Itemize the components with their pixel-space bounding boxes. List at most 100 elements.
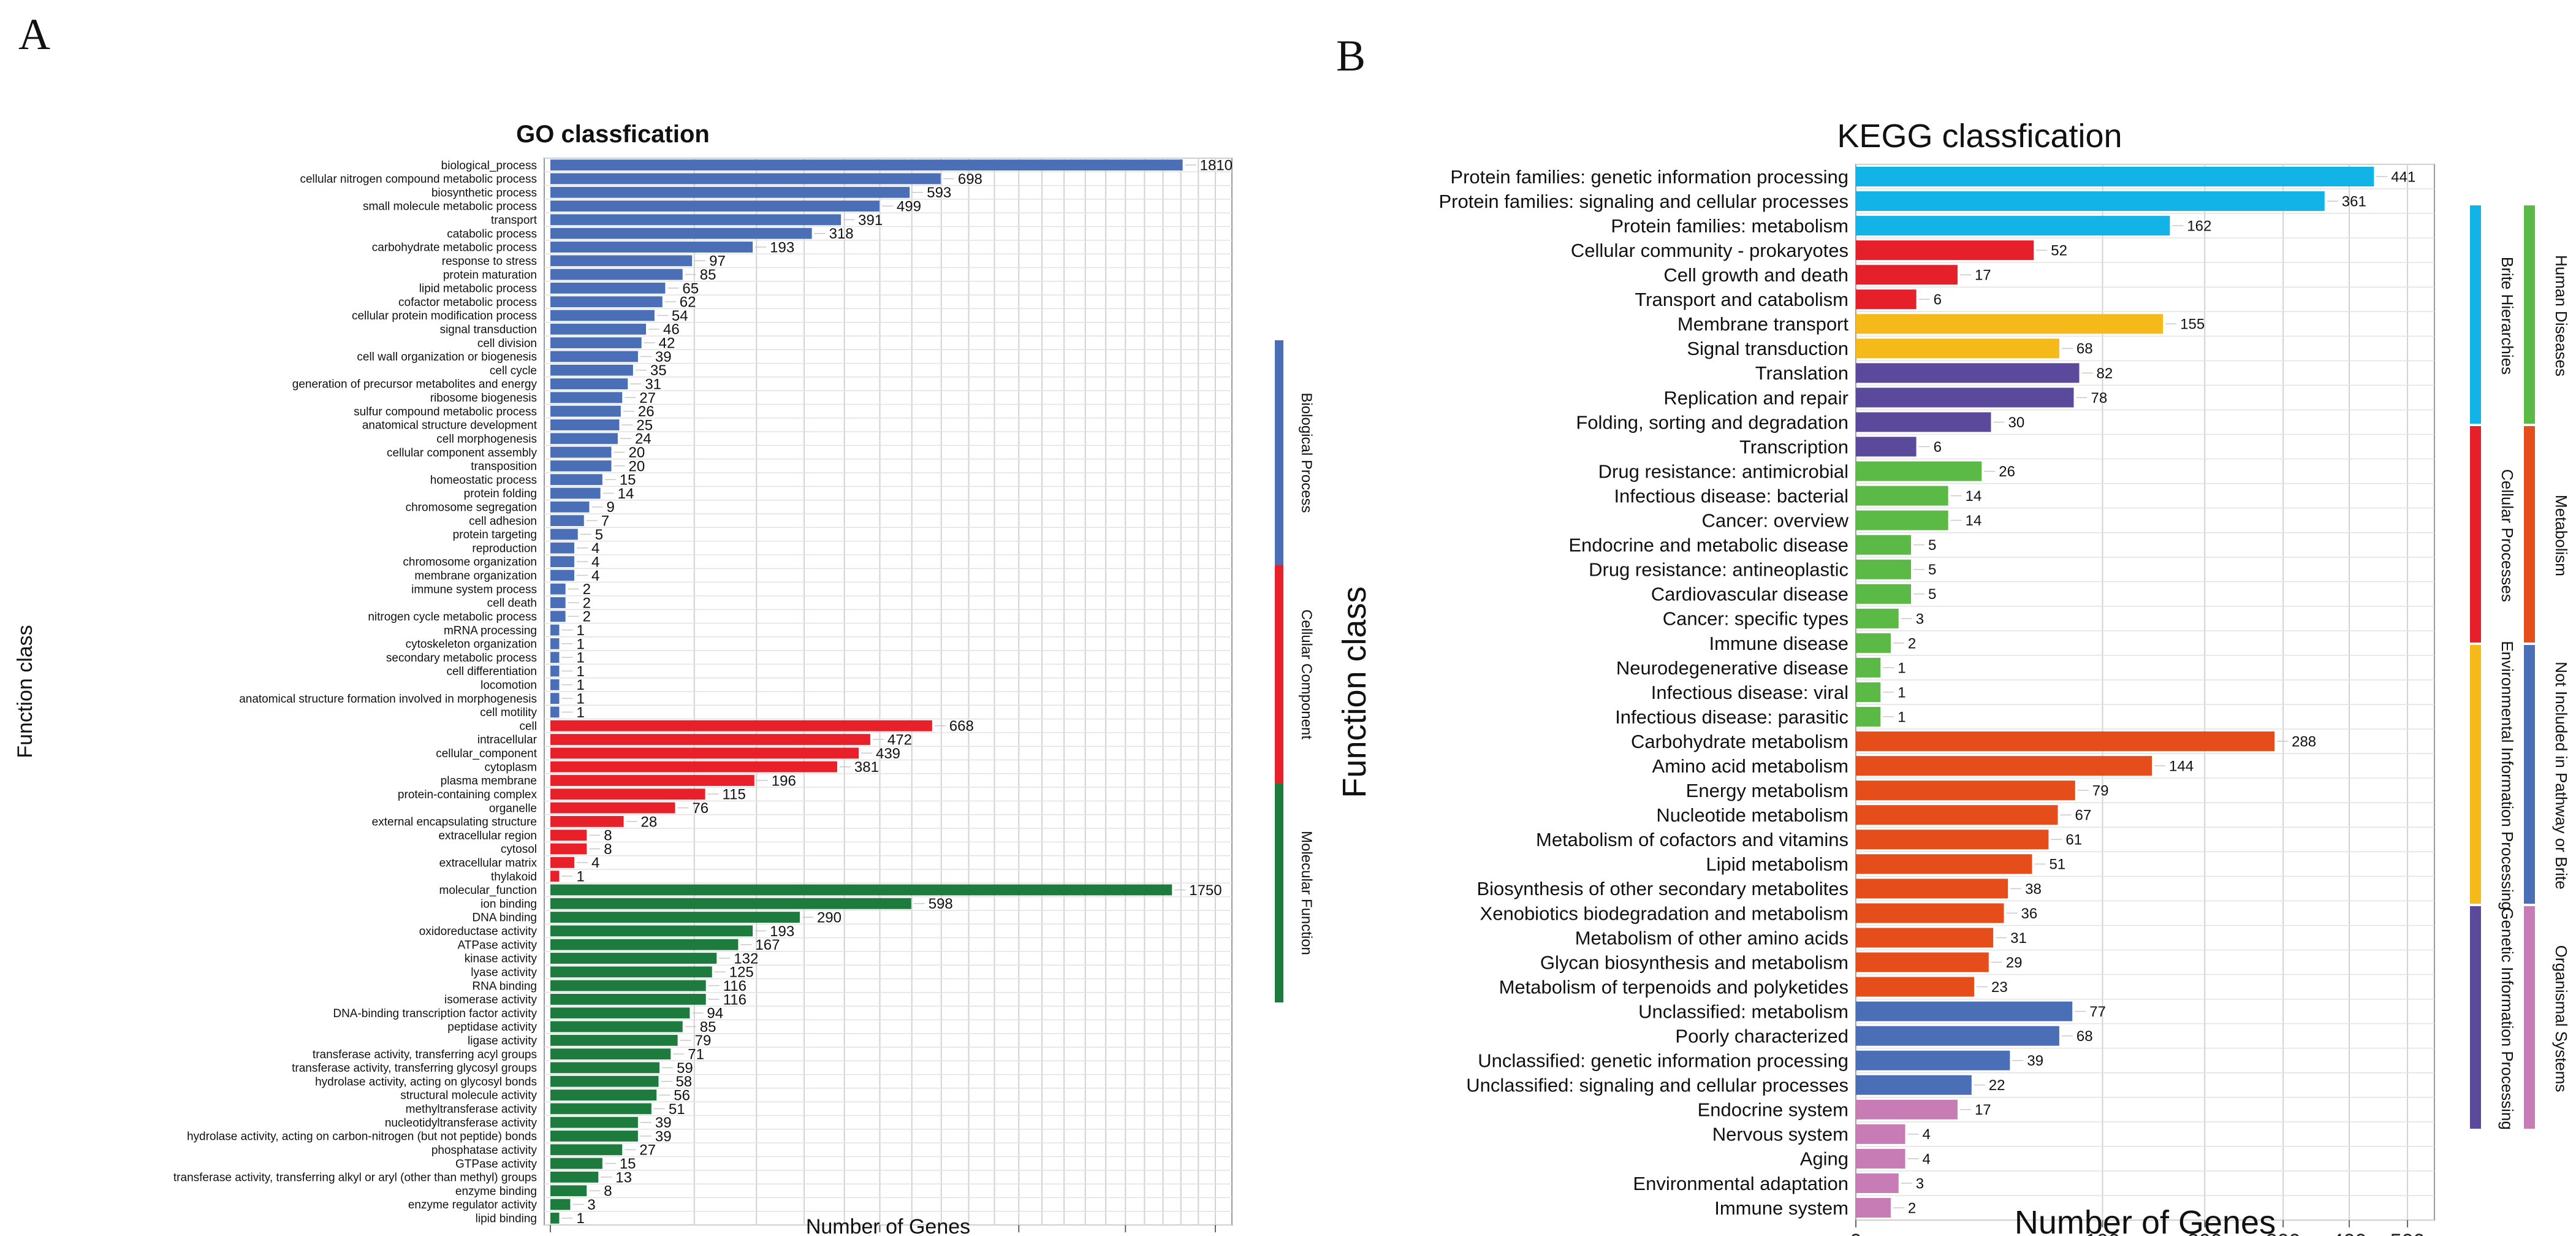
group-legend-bar bbox=[2470, 426, 2481, 643]
category-label: plasma membrane bbox=[441, 775, 537, 788]
bar bbox=[550, 269, 683, 280]
bar bbox=[550, 474, 602, 486]
bar bbox=[550, 364, 633, 376]
bar bbox=[550, 720, 932, 731]
x-tick-label: 1500 bbox=[1109, 1234, 1142, 1236]
category-label: ion binding bbox=[481, 898, 537, 910]
group-legend-label: Cellular Component bbox=[1298, 609, 1315, 739]
value-label: 77 bbox=[2089, 1004, 2106, 1020]
category-label: thylakoid bbox=[491, 871, 537, 883]
category-label: reproduction bbox=[472, 542, 537, 555]
category-label: immune system process bbox=[411, 583, 537, 596]
category-label: response to stress bbox=[442, 255, 537, 268]
bar bbox=[1856, 1173, 1899, 1193]
value-label: 38 bbox=[2025, 881, 2042, 898]
value-label: 1 bbox=[576, 636, 584, 652]
value-label: 5 bbox=[1928, 537, 1936, 554]
bar bbox=[1856, 1026, 2059, 1046]
value-label: 4 bbox=[591, 855, 599, 871]
value-label: 39 bbox=[655, 1115, 672, 1131]
category-label: Endocrine system bbox=[1698, 1099, 1848, 1121]
bar bbox=[550, 515, 584, 527]
bar bbox=[550, 775, 754, 786]
bar bbox=[550, 1199, 571, 1210]
value-label: 1 bbox=[576, 650, 584, 666]
value-label: 1 bbox=[576, 622, 584, 639]
category-label: Drug resistance: antineoplastic bbox=[1589, 559, 1848, 581]
category-label: catabolic process bbox=[447, 227, 537, 240]
bar bbox=[550, 542, 574, 554]
value-label: 85 bbox=[700, 267, 716, 283]
bar bbox=[550, 227, 812, 239]
value-label: 39 bbox=[2027, 1053, 2043, 1069]
category-label: Nucleotide metabolism bbox=[1656, 804, 1848, 826]
bar bbox=[550, 856, 574, 868]
value-label: 17 bbox=[1975, 1102, 1991, 1118]
value-label: 593 bbox=[927, 185, 951, 201]
category-label: cell bbox=[519, 720, 537, 733]
category-label: enzyme binding bbox=[455, 1185, 537, 1198]
value-label: 4 bbox=[1923, 1126, 1931, 1143]
category-label: biosynthetic process bbox=[431, 186, 537, 199]
value-label: 9 bbox=[606, 499, 614, 516]
bar bbox=[550, 1034, 678, 1046]
value-label: 391 bbox=[858, 212, 883, 229]
category-label: chromosome organization bbox=[403, 556, 537, 569]
bar bbox=[550, 1212, 560, 1224]
bar bbox=[550, 214, 842, 226]
category-label: mRNA processing bbox=[444, 624, 537, 637]
value-label: 4 bbox=[1923, 1151, 1931, 1167]
category-label: Unclassified: signaling and cellular pro… bbox=[1466, 1075, 1848, 1096]
value-label: 29 bbox=[2006, 955, 2023, 971]
group-legend-bar bbox=[1275, 565, 1283, 784]
bar bbox=[1856, 437, 1917, 457]
category-label: anatomical structure development bbox=[362, 419, 538, 432]
value-label: 25 bbox=[636, 417, 653, 433]
bar bbox=[1856, 780, 2075, 801]
value-label: 4 bbox=[591, 568, 599, 584]
value-label: 288 bbox=[2292, 733, 2316, 750]
x-axis-label: Number of Genes bbox=[2015, 1204, 2276, 1236]
category-label: cytoplasm bbox=[484, 761, 537, 774]
bar bbox=[1856, 314, 2164, 334]
bar bbox=[1856, 167, 2374, 187]
value-label: 1810 bbox=[1200, 158, 1233, 174]
group-legend-label: Organismal Systems bbox=[2552, 945, 2570, 1093]
bar bbox=[550, 1116, 638, 1128]
value-label: 68 bbox=[2076, 1028, 2093, 1045]
x-tick-label: 0 bbox=[546, 1234, 554, 1236]
bar bbox=[1856, 535, 1912, 555]
category-label: Carbohydrate metabolism bbox=[1631, 731, 1848, 752]
bar bbox=[550, 898, 911, 909]
category-label: peptidase activity bbox=[447, 1021, 537, 1034]
category-label: Glycan biosynthesis and metabolism bbox=[1540, 952, 1848, 973]
value-label: 30 bbox=[2008, 414, 2024, 431]
bar bbox=[550, 1007, 690, 1019]
bar bbox=[1856, 977, 1975, 997]
value-label: 116 bbox=[723, 978, 747, 994]
bar bbox=[550, 994, 706, 1005]
bar bbox=[550, 624, 560, 636]
x-tick-label: 0 bbox=[1850, 1230, 1862, 1236]
category-label: carbohydrate metabolic process bbox=[372, 242, 537, 254]
value-label: 76 bbox=[692, 800, 709, 817]
value-label: 78 bbox=[2091, 390, 2107, 406]
category-label: small molecule metabolic process bbox=[363, 200, 537, 213]
value-label: 71 bbox=[688, 1047, 704, 1063]
bar bbox=[1856, 830, 2049, 850]
category-label: Metabolism of cofactors and vitamins bbox=[1536, 829, 1848, 850]
category-label: Poorly characterized bbox=[1675, 1026, 1848, 1047]
category-label: structural molecule activity bbox=[400, 1089, 537, 1102]
x-tick-label: 500 bbox=[2390, 1230, 2425, 1236]
value-label: 24 bbox=[635, 431, 652, 448]
value-label: 1 bbox=[1898, 660, 1905, 676]
bar bbox=[550, 583, 566, 595]
category-label: lipid binding bbox=[476, 1212, 537, 1225]
category-label: ribosome biogenesis bbox=[430, 392, 537, 405]
bar bbox=[1856, 1099, 1958, 1120]
value-label: 361 bbox=[2342, 193, 2366, 210]
value-label: 42 bbox=[659, 335, 675, 352]
value-label: 65 bbox=[682, 280, 699, 297]
group-legend-label: Genetic Information Processing bbox=[2498, 907, 2517, 1130]
